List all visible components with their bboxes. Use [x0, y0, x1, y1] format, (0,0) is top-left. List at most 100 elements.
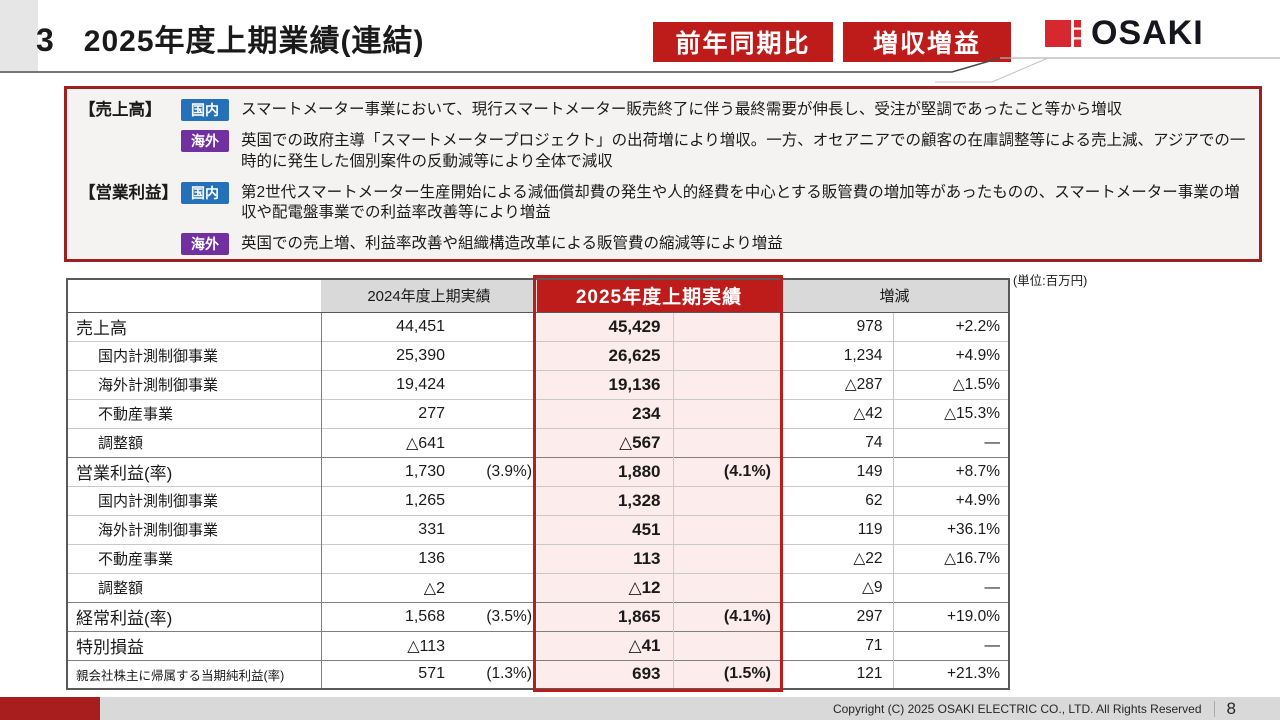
pct-diff: +36.1%: [892, 514, 1010, 544]
pct-2025: [672, 630, 781, 660]
table-row: 営業利益(率) 1,730 (3.9%) 1,880 (4.1%) 149 +8…: [67, 456, 1010, 486]
table-row: 特別損益 △113 △41 71 —: [67, 630, 1010, 660]
footer-separator: [1213, 700, 1215, 717]
summary-row: 海外 英国での政府主導「スマートメータープロジェクト」の出荷増により増収。一方、…: [79, 130, 1247, 173]
pct-2025: [672, 514, 781, 544]
pct-diff: △1.5%: [892, 369, 1010, 399]
row-label: 経常利益(率): [67, 601, 322, 631]
pct-diff: +19.0%: [892, 601, 1010, 631]
value-2025: 26,625: [537, 340, 673, 370]
footer-bar: Copyright (C) 2025 OSAKI ELECTRIC CO., L…: [0, 697, 1280, 720]
pct-diff: +21.3%: [892, 659, 1010, 689]
value-2024: 571: [321, 659, 451, 689]
value-2024: △2: [321, 572, 451, 602]
value-2025: △567: [537, 427, 673, 457]
pct-2025: (4.1%): [672, 601, 781, 631]
pct-diff: —: [892, 572, 1010, 602]
row-label: 親会社株主に帰属する当期純利益(率): [67, 659, 322, 689]
table-row: 海外計測制御事業 19,424 19,136 △287 △1.5%: [67, 369, 1010, 399]
pct-2024: [451, 369, 537, 399]
value-2025: 45,429: [537, 311, 673, 341]
pct-2024: (3.9%): [451, 456, 537, 486]
row-label: 売上高: [67, 311, 322, 341]
value-2024: △641: [321, 427, 451, 457]
value-diff: 1,234: [781, 340, 893, 370]
row-label: 海外計測制御事業: [67, 514, 322, 544]
value-2024: 25,390: [321, 340, 451, 370]
pct-2025: [672, 572, 781, 602]
pct-2025: [672, 543, 781, 573]
summary-rows: 【売上高】 国内 スマートメーター事業において、現行スマートメーター販売終了に伴…: [79, 99, 1247, 256]
value-diff: 71: [781, 630, 893, 660]
pct-2024: [451, 398, 537, 428]
pct-2024: [451, 311, 537, 341]
badge-yoy: 前年同期比: [653, 22, 833, 62]
row-label: 調整額: [67, 427, 322, 457]
row-label: 国内計測制御事業: [67, 485, 322, 515]
pct-2025: [672, 427, 781, 457]
pct-2025: [672, 311, 781, 341]
value-2024: 136: [321, 543, 451, 573]
pct-diff: +8.7%: [892, 456, 1010, 486]
table-row: 不動産事業 277 234 △42 △15.3%: [67, 398, 1010, 428]
value-2024: 277: [321, 398, 451, 428]
copyright-text: Copyright (C) 2025 OSAKI ELECTRIC CO., L…: [832, 701, 1202, 716]
osaki-logo: OSAKI: [1045, 14, 1204, 53]
pct-2024: [451, 427, 537, 457]
summary-category-label: 【売上高】: [79, 101, 162, 119]
value-diff: 149: [781, 456, 893, 486]
page-number: 8: [1226, 698, 1236, 718]
value-2024: 19,424: [321, 369, 451, 399]
value-2025: 234: [537, 398, 673, 428]
pct-diff: —: [892, 427, 1010, 457]
table-row: 経常利益(率) 1,568 (3.5%) 1,865 (4.1%) 297 +1…: [67, 601, 1010, 631]
row-label: 海外計測制御事業: [67, 369, 322, 399]
pct-2025: [672, 398, 781, 428]
badge-growth: 増収増益: [843, 22, 1011, 62]
summary-row: 【営業利益】 国内 第2世代スマートメーター生産開始による減価償却費の発生や人的…: [79, 181, 1247, 225]
value-2024: △113: [321, 630, 451, 660]
value-2025: 1,880: [537, 456, 673, 486]
pct-2024: [451, 572, 537, 602]
value-diff: 297: [781, 601, 893, 631]
value-2025: △12: [537, 572, 673, 602]
pct-2025: [672, 340, 781, 370]
pct-2024: [451, 514, 537, 544]
value-diff: △22: [781, 543, 893, 573]
pct-diff: +4.9%: [892, 485, 1010, 515]
results-table-body: 売上高 44,451 45,429 978 +2.2% 国内計測制御事業 25,…: [67, 311, 1010, 689]
scope-badge: 海外: [181, 130, 229, 152]
value-2024: 1,730: [321, 456, 451, 486]
value-2025: 451: [537, 514, 673, 544]
value-2025: 113: [537, 543, 673, 573]
pct-2024: [451, 340, 537, 370]
summary-text: 第2世代スマートメーター生産開始による減価償却費の発生や人的経費を中心とする販管…: [241, 183, 1240, 222]
value-diff: △287: [781, 369, 893, 399]
pct-2024: [451, 630, 537, 660]
value-2024: 1,568: [321, 601, 451, 631]
header-2024: 2024年度上期実績: [321, 279, 537, 313]
row-label: 特別損益: [67, 630, 322, 660]
table-row: 海外計測制御事業 331 451 119 +36.1%: [67, 514, 1010, 544]
pct-diff: +4.9%: [892, 340, 1010, 370]
table-row: 国内計測制御事業 25,390 26,625 1,234 +4.9%: [67, 340, 1010, 370]
scope-badge: 海外: [181, 233, 229, 256]
row-label: 営業利益(率): [67, 456, 322, 486]
pct-2025: [672, 485, 781, 515]
value-2025: 1,865: [537, 601, 673, 631]
results-table: 2024年度上期実績 2025年度上期実績 増減 売上高 44,451 45,4…: [66, 278, 1011, 690]
value-2024: 331: [321, 514, 451, 544]
pct-diff: +2.2%: [892, 311, 1010, 341]
row-label: 不動産事業: [67, 543, 322, 573]
pct-2024: (1.3%): [451, 659, 537, 689]
summary-category-label: 【営業利益】: [79, 183, 178, 202]
pct-2024: [451, 543, 537, 573]
value-2025: 693: [537, 659, 673, 689]
value-2024: 1,265: [321, 485, 451, 515]
pct-2025: [672, 369, 781, 399]
value-diff: 74: [781, 427, 893, 457]
page-title: 3 2025年度上期業績(連結): [36, 16, 425, 60]
table-row: 国内計測制御事業 1,265 1,328 62 +4.9%: [67, 485, 1010, 515]
row-label: 調整額: [67, 572, 322, 602]
